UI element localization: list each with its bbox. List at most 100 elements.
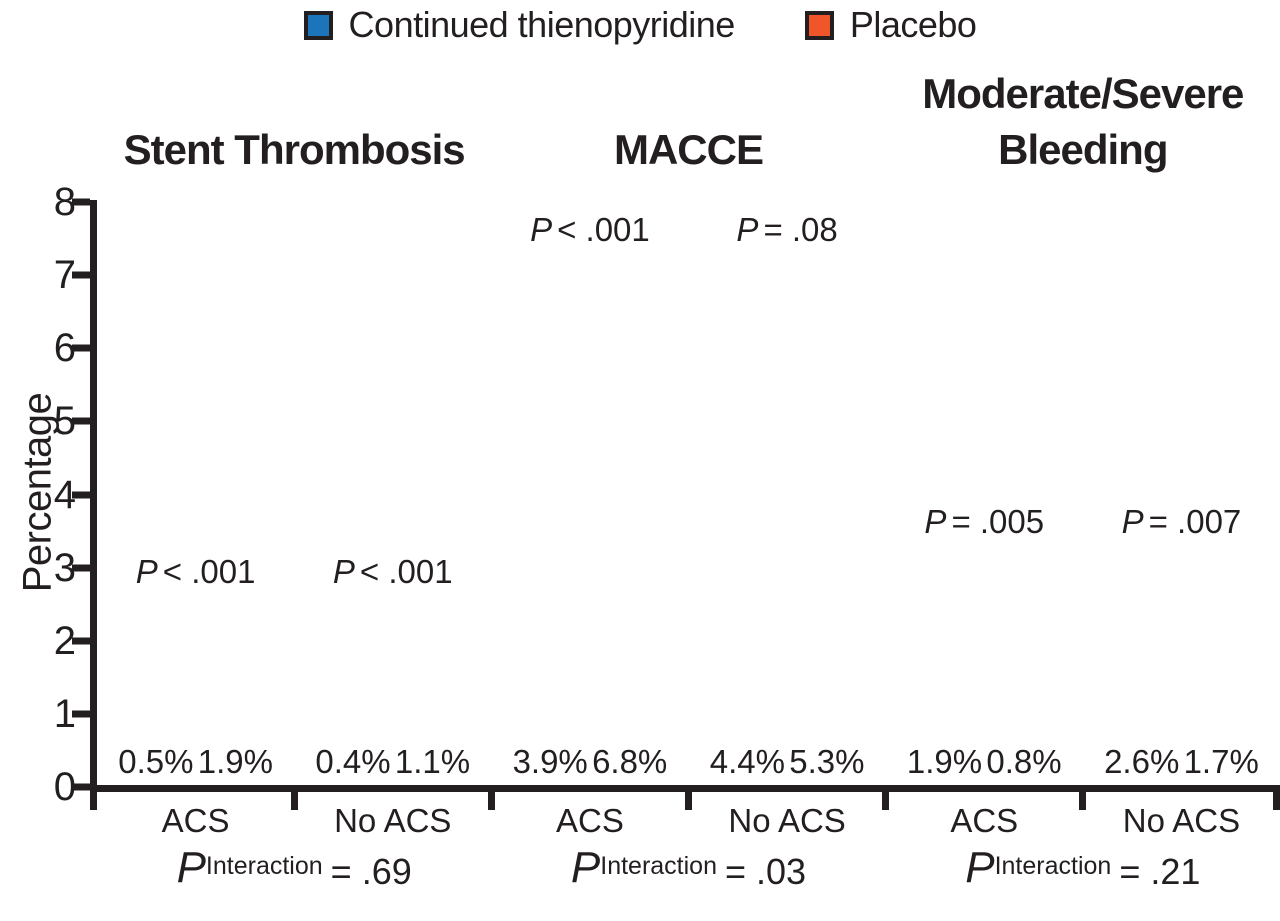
bar-placebo: 5.3% bbox=[785, 745, 868, 787]
p-value-label: P = .005 bbox=[924, 505, 1044, 538]
panel-title-bleeding: Moderate/Severe Bleeding bbox=[886, 66, 1280, 178]
y-axis-tick-labels: 8 7 6 5 4 3 2 1 0 bbox=[20, 182, 76, 807]
p-value-text: = .007 bbox=[1148, 503, 1242, 541]
x-tick bbox=[882, 792, 890, 810]
bar-continued-thienopyridine: 0.4% bbox=[312, 745, 394, 787]
panel-title-line: MACCE bbox=[613, 126, 764, 173]
x-tick bbox=[1273, 792, 1280, 810]
x-tick bbox=[90, 792, 97, 810]
p-italic: P bbox=[924, 503, 947, 541]
y-tick-label: 7 bbox=[53, 253, 76, 298]
p-interaction-value: = .69 bbox=[330, 851, 412, 892]
bar-placebo: 1.7% bbox=[1180, 745, 1263, 787]
x-axis-ticks bbox=[90, 792, 1280, 810]
p-interaction-value: = .03 bbox=[725, 851, 807, 892]
p-value-label: P < .001 bbox=[136, 555, 256, 588]
bar-group-bleeding-no-acs: P = .007 2.6% 1.7% bbox=[1083, 202, 1280, 787]
p-italic: P bbox=[176, 843, 206, 892]
bar-value-label: 4.4% bbox=[709, 743, 785, 780]
bar-value-label: 2.6% bbox=[1104, 743, 1180, 780]
category-label: ACS bbox=[161, 802, 230, 839]
bar-placebo: 1.9% bbox=[194, 745, 277, 787]
legend-item-continued-thienopyridine: Continued thienopyridine bbox=[303, 4, 735, 46]
bar-pair: 3.9% 6.8% bbox=[509, 745, 671, 787]
bar-pair: 4.4% 5.3% bbox=[706, 745, 868, 787]
bar-pair: 0.5% 1.9% bbox=[114, 745, 277, 787]
bar-continued-thienopyridine: 2.6% bbox=[1100, 745, 1183, 787]
p-italic: P bbox=[965, 843, 995, 892]
category-label: ACS bbox=[556, 802, 624, 839]
p-value-label: P = .007 bbox=[1122, 505, 1242, 538]
y-tick bbox=[72, 783, 90, 791]
bar-group-macce-no-acs: P = .08 4.4% 5.3% bbox=[689, 202, 886, 787]
p-value-text: = .005 bbox=[951, 503, 1045, 541]
bar-continued-thienopyridine: 1.9% bbox=[903, 745, 986, 787]
x-tick bbox=[487, 792, 495, 810]
bar-continued-thienopyridine: 3.9% bbox=[509, 745, 592, 787]
p-italic: P bbox=[570, 843, 601, 892]
bar-value-label: 1.9% bbox=[197, 743, 273, 780]
bar-placebo: 1.1% bbox=[391, 745, 474, 787]
p-value-text: < .001 bbox=[162, 553, 256, 591]
bar-value-label: 0.5% bbox=[118, 743, 194, 780]
y-tick-label: 8 bbox=[53, 180, 76, 224]
category-label: No ACS bbox=[334, 802, 452, 839]
p-interaction-row: PInteraction = .69 PInteraction = .03 PInt… bbox=[97, 846, 1280, 918]
legend-item-placebo: Placebo bbox=[804, 4, 977, 46]
y-tick bbox=[72, 491, 90, 498]
y-tick bbox=[72, 344, 90, 352]
p-interaction-subscript: Interaction bbox=[994, 852, 1112, 880]
x-axis-category-labels: ACS No ACS ACS No ACS ACS No ACS bbox=[97, 804, 1280, 837]
panel-title-stent-thrombosis: Stent Thrombosis bbox=[97, 66, 491, 178]
panel-title-macce: MACCE bbox=[491, 66, 885, 178]
y-tick bbox=[72, 564, 90, 572]
p-value-text: < .001 bbox=[557, 210, 650, 248]
bar-value-label: 6.8% bbox=[592, 743, 668, 780]
y-tick-label: 6 bbox=[53, 326, 76, 371]
category-label: No ACS bbox=[1122, 802, 1241, 839]
p-interaction-stent: PInteraction = .69 bbox=[97, 846, 491, 918]
panel-title-line: Bleeding bbox=[998, 126, 1168, 173]
legend: Continued thienopyridine Placebo bbox=[0, 4, 1280, 46]
p-interaction-bleeding: PInteraction = .21 bbox=[886, 846, 1280, 918]
legend-label: Placebo bbox=[849, 4, 977, 45]
y-tick bbox=[72, 417, 90, 425]
p-value-label: P = .08 bbox=[736, 213, 837, 246]
p-italic: P bbox=[530, 210, 553, 248]
panel-title-line: Stent Thrombosis bbox=[123, 126, 466, 173]
bar-value-label: 0.8% bbox=[986, 743, 1062, 780]
y-tick-label: 5 bbox=[53, 399, 76, 444]
bar-group-stent-no-acs: P < .001 0.4% 1.1% bbox=[294, 202, 491, 787]
y-tick bbox=[72, 271, 90, 279]
p-value-text: = .08 bbox=[763, 210, 838, 248]
bar-pair: 1.9% 0.8% bbox=[903, 745, 1066, 787]
p-value-label: P < .001 bbox=[530, 213, 650, 246]
bar-continued-thienopyridine: 0.5% bbox=[114, 745, 197, 787]
bar-value-label: 1.9% bbox=[906, 743, 983, 780]
plot-area: P < .001 0.5% 1.9% P < .001 0.4% bbox=[97, 202, 1280, 787]
bar-continued-thienopyridine: 4.4% bbox=[706, 745, 789, 787]
x-tick bbox=[290, 792, 298, 810]
x-axis-line bbox=[90, 785, 1280, 792]
x-tick bbox=[1079, 792, 1087, 810]
p-value-label: P < .001 bbox=[333, 555, 453, 588]
category-label: ACS bbox=[950, 802, 1019, 839]
category-label: No ACS bbox=[728, 802, 846, 839]
panel-title-line: Moderate/Severe bbox=[922, 70, 1244, 117]
bar-pair: 0.4% 1.1% bbox=[312, 745, 474, 787]
y-tick-label: 3 bbox=[53, 545, 76, 590]
bar-value-label: 3.9% bbox=[512, 743, 588, 780]
p-interaction-macce: PInteraction = .03 bbox=[491, 846, 885, 918]
p-italic: P bbox=[1121, 503, 1144, 541]
bar-value-label: 5.3% bbox=[789, 743, 865, 780]
bar-placebo: 0.8% bbox=[983, 745, 1066, 787]
p-value-text: < .001 bbox=[359, 553, 453, 591]
legend-swatch-blue bbox=[303, 10, 333, 40]
bar-value-label: 0.4% bbox=[315, 743, 391, 780]
y-tick-label: 2 bbox=[53, 618, 76, 663]
p-italic: P bbox=[736, 210, 759, 248]
y-tick-label: 4 bbox=[53, 472, 76, 517]
legend-swatch-orange bbox=[804, 10, 834, 40]
p-interaction-subscript: Interaction bbox=[205, 852, 323, 880]
